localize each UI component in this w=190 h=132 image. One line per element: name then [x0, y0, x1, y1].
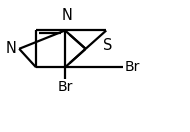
Text: Br: Br — [57, 80, 73, 94]
Text: Br: Br — [125, 60, 140, 74]
Text: N: N — [62, 8, 72, 23]
Text: N: N — [5, 41, 16, 56]
Text: S: S — [103, 38, 113, 53]
